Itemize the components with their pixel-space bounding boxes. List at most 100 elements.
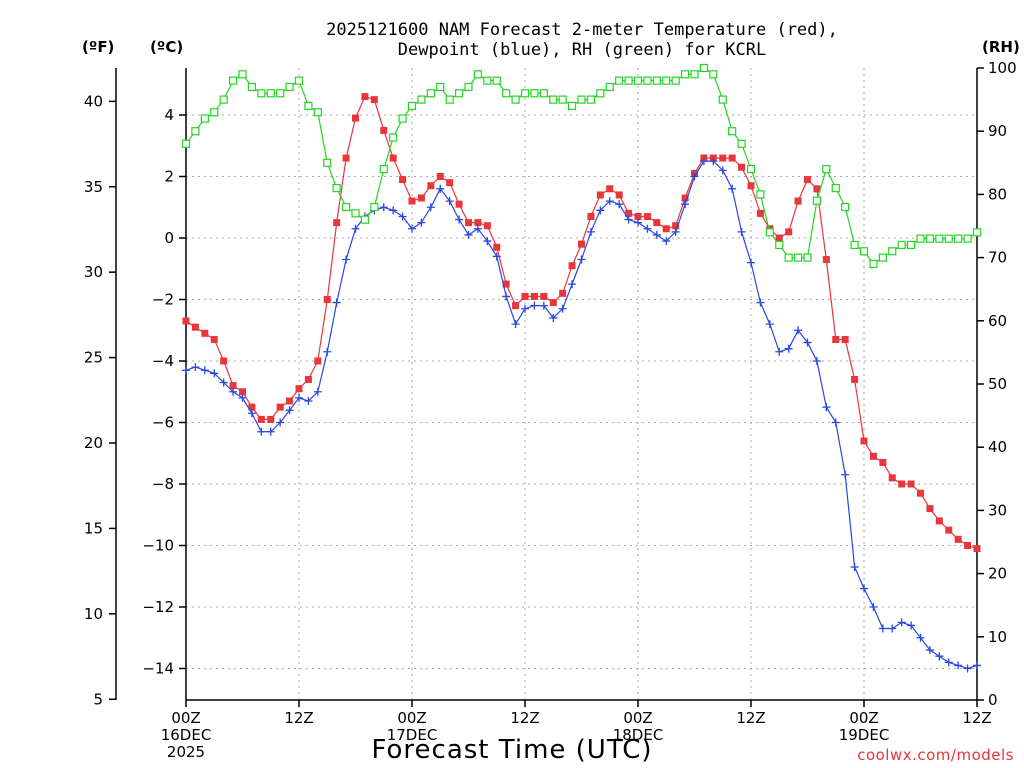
- fahrenheit-tick-label: 30: [84, 263, 103, 281]
- fahrenheit-tick-label: 35: [84, 178, 103, 196]
- dewpoint-point: [549, 313, 558, 322]
- rh-series: [181, 63, 982, 269]
- temperature-point: [295, 385, 303, 393]
- rh-point: [935, 234, 944, 243]
- x-tick-label: 12Z: [962, 709, 991, 727]
- temperature-point: [239, 388, 246, 396]
- rh-point: [473, 70, 483, 79]
- rh-point: [502, 89, 511, 98]
- temperature-point: [851, 375, 859, 383]
- celsius-tick-label: −10: [142, 537, 174, 555]
- temperature-point: [399, 176, 407, 184]
- rh-tick-label: 80: [988, 185, 1007, 203]
- dewpoint-point: [229, 387, 238, 396]
- temperature-point: [267, 415, 275, 423]
- rh-tick-label: 30: [988, 501, 1007, 519]
- temperature-point: [935, 517, 943, 525]
- rh-point: [888, 247, 897, 256]
- temperature-point: [794, 197, 802, 205]
- dewpoint-point: [624, 215, 633, 224]
- dewpoint-point: [963, 664, 972, 673]
- dewpoint-point: [408, 224, 416, 233]
- dewpoint-point: [398, 212, 407, 221]
- dewpoint-point: [210, 369, 219, 378]
- rh-point: [257, 89, 266, 98]
- dewpoint-point: [473, 224, 482, 233]
- temperature-point: [521, 292, 529, 300]
- temperature-point: [898, 480, 906, 488]
- axes: [109, 67, 984, 707]
- celsius-tick-label: 2: [164, 168, 174, 186]
- dewpoint-point: [483, 237, 492, 246]
- rh-point: [709, 70, 718, 79]
- dewpoint-point: [436, 184, 445, 193]
- temperature-point: [615, 191, 623, 199]
- rh-point: [210, 108, 219, 117]
- fahrenheit-tick-label: 40: [84, 92, 103, 110]
- temperature-point: [549, 299, 557, 307]
- dewpoint-point: [737, 227, 746, 236]
- celsius-tick-label: −8: [152, 475, 174, 493]
- dewpoint-point: [954, 661, 963, 670]
- rh-point: [746, 165, 756, 174]
- dewpoint-point: [812, 357, 821, 365]
- temperature-point: [964, 542, 972, 549]
- rh-point: [379, 165, 388, 174]
- dewpoint-point: [681, 200, 690, 209]
- dewpoint-line: [185, 160, 978, 670]
- temperature-point: [446, 179, 454, 187]
- rh-point: [624, 76, 633, 85]
- dewpoint-point: [728, 184, 737, 193]
- dewpoint-point: [530, 301, 539, 310]
- dewpoint-point: [521, 304, 529, 313]
- temperature-point: [625, 209, 633, 217]
- rh-point: [577, 95, 586, 104]
- rh-point: [671, 76, 680, 85]
- temperature-point: [323, 296, 331, 303]
- rh-point: [398, 114, 407, 123]
- rh-point: [662, 76, 671, 85]
- rh-point: [897, 240, 906, 250]
- temperature-series: [182, 93, 981, 553]
- rh-point: [718, 95, 727, 104]
- dewpoint-point: [747, 258, 755, 267]
- dewpoint-point: [718, 166, 727, 175]
- rh-point: [558, 95, 567, 104]
- dewpoint-point: [690, 172, 699, 181]
- temperature-point: [596, 191, 604, 199]
- rh-point: [643, 76, 652, 85]
- temperature-point: [182, 317, 190, 325]
- dewpoint-point: [238, 393, 247, 402]
- dewpoint-series: [182, 157, 981, 673]
- rh-point: [417, 95, 426, 104]
- dewpoint-point: [182, 366, 190, 375]
- rh-point: [483, 76, 492, 85]
- rh-point: [549, 95, 558, 104]
- x-tick-label: 17DEC: [387, 726, 438, 744]
- dewpoint-point: [304, 396, 313, 405]
- rh-point: [304, 101, 313, 111]
- dewpoint-point: [332, 298, 341, 307]
- temperature-point: [785, 228, 793, 236]
- rh-point: [436, 82, 445, 92]
- temperature-point: [436, 173, 444, 180]
- rh-point: [341, 202, 351, 212]
- rh-point: [869, 259, 878, 269]
- temperature-point: [502, 280, 510, 288]
- dewpoint-point: [765, 320, 774, 329]
- temperature-point: [672, 222, 680, 230]
- temperature-point: [587, 212, 595, 220]
- rh-point: [586, 95, 596, 104]
- temperature-point: [643, 212, 651, 220]
- fahrenheit-tick-label: 10: [84, 605, 103, 623]
- temperature-point: [813, 185, 821, 193]
- dewpoint-point: [897, 618, 906, 627]
- dewpoint-point: [634, 218, 642, 227]
- temperature-point: [662, 225, 670, 233]
- rh-point: [520, 89, 530, 98]
- temperature-point: [248, 403, 256, 411]
- grid-lines: [186, 68, 977, 700]
- dewpoint-point: [671, 227, 680, 236]
- dewpoint-point: [586, 227, 595, 236]
